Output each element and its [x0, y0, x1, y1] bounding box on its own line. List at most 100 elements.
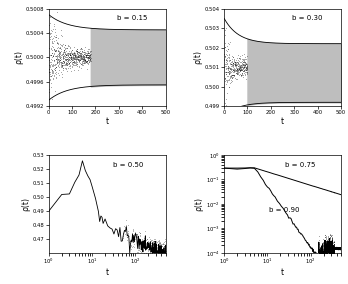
- Point: [157, 248, 163, 253]
- Point: [156, 248, 161, 252]
- Point: [327, 247, 333, 252]
- Point: [162, 244, 168, 249]
- Point: [85, 56, 90, 60]
- Point: [328, 245, 333, 249]
- Point: [143, 244, 149, 249]
- Point: [232, 60, 238, 64]
- Point: [49, 29, 55, 34]
- Point: [143, 242, 148, 247]
- Point: [84, 53, 89, 57]
- Point: [157, 241, 163, 246]
- Point: [324, 240, 330, 244]
- Point: [125, 229, 131, 233]
- Point: [60, 52, 65, 57]
- Point: [241, 68, 246, 73]
- Point: [230, 73, 235, 78]
- Point: [323, 250, 329, 255]
- Point: [331, 243, 336, 247]
- Point: [224, 61, 230, 65]
- Point: [318, 245, 324, 249]
- Point: [329, 245, 334, 249]
- Point: [87, 58, 92, 62]
- Point: [86, 51, 91, 56]
- Point: [232, 62, 238, 66]
- Point: [142, 236, 148, 240]
- Point: [320, 250, 325, 255]
- Point: [241, 65, 247, 69]
- Point: [73, 51, 78, 55]
- Point: [237, 69, 243, 73]
- Point: [324, 244, 329, 248]
- Point: [68, 54, 74, 58]
- Point: [237, 68, 243, 73]
- Point: [227, 69, 232, 73]
- Point: [76, 50, 81, 55]
- Point: [62, 43, 68, 48]
- Point: [60, 52, 65, 57]
- Point: [58, 53, 63, 58]
- Point: [330, 250, 335, 255]
- Point: [233, 68, 239, 72]
- Point: [60, 55, 65, 60]
- Point: [332, 242, 337, 247]
- Point: [150, 239, 156, 244]
- Point: [155, 254, 160, 258]
- Point: [222, 54, 228, 59]
- Point: [128, 243, 134, 247]
- Point: [158, 254, 164, 258]
- Point: [324, 238, 329, 243]
- Point: [88, 55, 93, 59]
- Point: [159, 256, 165, 261]
- Point: [227, 58, 233, 62]
- Point: [330, 243, 335, 247]
- Point: [83, 54, 88, 59]
- Point: [224, 43, 230, 48]
- Point: [160, 246, 166, 251]
- Point: [242, 65, 247, 70]
- Point: [72, 59, 77, 64]
- Point: [233, 70, 238, 75]
- Point: [64, 63, 70, 67]
- Point: [324, 242, 329, 247]
- Point: [62, 46, 68, 51]
- Point: [69, 57, 74, 61]
- Point: [79, 62, 85, 67]
- Point: [234, 68, 239, 72]
- Point: [324, 250, 330, 255]
- Point: [240, 66, 245, 71]
- Point: [323, 250, 328, 255]
- Point: [322, 233, 328, 237]
- Point: [227, 55, 232, 60]
- Point: [318, 242, 324, 247]
- Point: [331, 250, 336, 255]
- Point: [224, 58, 229, 62]
- Point: [71, 51, 76, 55]
- Point: [136, 247, 142, 252]
- Point: [327, 248, 333, 253]
- Point: [162, 251, 168, 256]
- Point: [80, 59, 85, 64]
- Point: [224, 26, 229, 31]
- Point: [75, 55, 80, 60]
- Point: [80, 56, 85, 60]
- Point: [82, 57, 87, 61]
- Point: [323, 248, 329, 252]
- Point: [50, 63, 56, 68]
- Point: [74, 59, 79, 64]
- Point: [162, 259, 167, 264]
- Point: [159, 249, 165, 253]
- Point: [155, 242, 160, 246]
- Point: [316, 237, 322, 242]
- Point: [322, 239, 328, 244]
- Point: [69, 52, 75, 57]
- Point: [317, 250, 323, 255]
- Point: [324, 250, 330, 255]
- Point: [330, 237, 335, 242]
- Point: [80, 55, 85, 59]
- Point: [319, 250, 324, 255]
- Point: [67, 53, 72, 58]
- Point: [147, 247, 152, 252]
- Point: [61, 53, 67, 58]
- Point: [318, 247, 324, 252]
- Point: [331, 250, 337, 255]
